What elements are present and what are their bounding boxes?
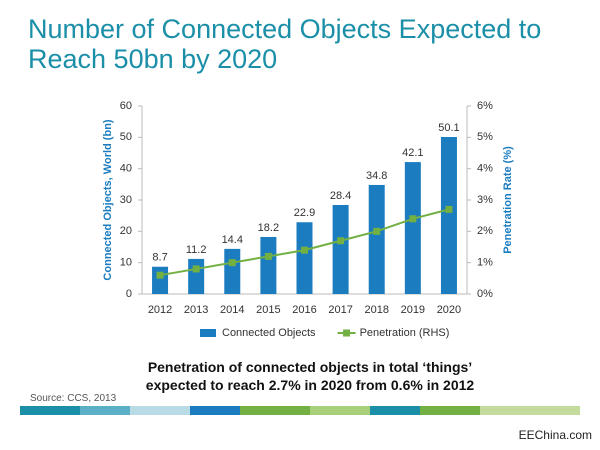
data-label: 50.1 <box>438 122 459 134</box>
legend-label: Connected Objects <box>222 327 316 339</box>
data-label: 34.8 <box>366 170 387 182</box>
bar <box>332 205 349 294</box>
y-tick-label: 60 <box>120 100 132 112</box>
bar <box>152 266 169 294</box>
y2-tick-label: 4% <box>477 163 493 175</box>
line-marker <box>301 246 308 254</box>
y2-tick-label: 5% <box>477 131 493 143</box>
line-marker <box>337 237 345 245</box>
bar <box>404 162 421 294</box>
legend-swatch <box>200 329 216 337</box>
color-strip <box>20 406 580 415</box>
data-label: 42.1 <box>402 147 423 159</box>
data-label: 28.4 <box>330 190 351 202</box>
y-tick-label: 10 <box>120 257 132 269</box>
y-tick-label: 40 <box>120 163 132 175</box>
line-marker <box>228 259 236 267</box>
x-tick-label: 2017 <box>328 304 352 316</box>
data-label: 14.4 <box>222 234 243 246</box>
bar <box>260 236 277 294</box>
x-tick-label: 2018 <box>364 304 388 316</box>
bar <box>224 248 241 294</box>
x-tick-label: 2020 <box>437 304 461 316</box>
x-tick-label: 2015 <box>256 304 280 316</box>
y-tick-label: 30 <box>120 194 132 206</box>
bar <box>440 137 457 294</box>
x-tick-label: 2014 <box>220 304 244 316</box>
y2-tick-label: 3% <box>477 194 493 206</box>
chart-title: Number of Connected Objects Expected to … <box>28 14 542 74</box>
line-marker <box>192 265 200 273</box>
source: Source: CCS, 2013 <box>30 393 117 404</box>
y-axis-label: Connected Objects, World (bn) <box>102 119 114 280</box>
line-marker <box>409 215 417 223</box>
y-tick-label: 50 <box>120 131 132 143</box>
line-marker <box>156 271 164 279</box>
annotation: Penetration of connected objects in tota… <box>145 359 475 393</box>
legend-swatch <box>343 329 351 337</box>
line-marker <box>373 227 381 235</box>
y-tick-label: 0 <box>126 288 132 300</box>
x-tick-label: 2019 <box>401 304 425 316</box>
x-tick-label: 2013 <box>184 304 208 316</box>
data-label: 18.2 <box>258 222 279 234</box>
legend-label: Penetration (RHS) <box>360 327 450 339</box>
y2-tick-label: 0% <box>477 288 493 300</box>
data-label: 22.9 <box>294 207 315 219</box>
bar <box>296 222 313 294</box>
line-marker <box>264 252 272 260</box>
data-label: 11.2 <box>186 244 207 256</box>
y2-tick-label: 2% <box>477 225 493 237</box>
y2-axis-label: Penetration Rate (%) <box>502 146 514 254</box>
bar <box>188 258 205 294</box>
bar <box>368 184 385 294</box>
y2-tick-label: 6% <box>477 100 493 112</box>
line-marker <box>445 205 453 213</box>
watermark: EEChina.com <box>518 428 592 442</box>
data-label: 8.7 <box>152 252 167 264</box>
y2-tick-label: 1% <box>477 257 493 269</box>
y-tick-label: 20 <box>120 225 132 237</box>
x-tick-label: 2016 <box>292 304 316 316</box>
x-tick-label: 2012 <box>148 304 172 316</box>
